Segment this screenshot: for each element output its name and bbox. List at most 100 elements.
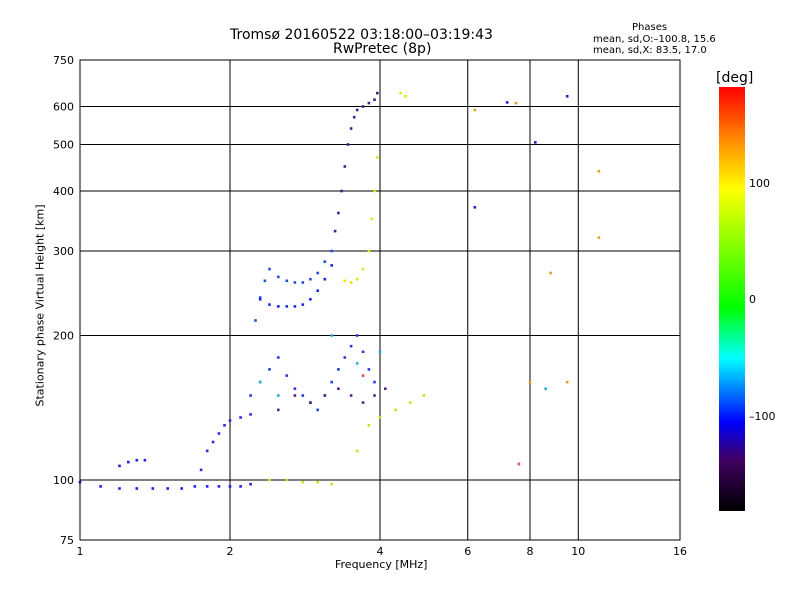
data-point: [249, 413, 252, 416]
data-point: [309, 401, 312, 404]
data-point: [118, 487, 121, 490]
data-point: [367, 249, 371, 253]
data-point: [277, 275, 280, 279]
data-point: [301, 281, 305, 284]
data-point: [118, 464, 121, 468]
data-point: [361, 105, 365, 108]
y-tick-label: 600: [53, 101, 74, 114]
data-point: [337, 387, 340, 390]
y-tick-label: 75: [60, 534, 74, 547]
data-point: [309, 298, 312, 301]
data-point: [330, 482, 333, 486]
plot-title: Tromsø 20160522 03:18:00–03:19:43: [230, 27, 493, 43]
data-point: [376, 91, 379, 95]
plot-grid: [79, 59, 681, 541]
data-point: [473, 108, 477, 112]
data-point: [205, 485, 209, 488]
data-point: [370, 217, 373, 221]
x-tick-label: 2: [227, 545, 234, 558]
data-point: [330, 264, 333, 267]
data-point: [258, 298, 262, 301]
data-point: [373, 98, 376, 101]
data-point: [343, 279, 347, 283]
data-point: [293, 305, 297, 308]
data-point: [166, 487, 169, 490]
y-tick-label: 750: [53, 54, 74, 67]
data-point: [346, 143, 350, 146]
data-point: [361, 374, 365, 377]
data-point: [293, 394, 297, 397]
data-point: [217, 485, 221, 488]
phase-stats-o: mean, sd,O:–100.8, 15.6: [593, 34, 716, 45]
data-point: [349, 344, 353, 348]
data-point: [378, 416, 382, 419]
data-point: [205, 449, 209, 453]
data-point: [323, 277, 327, 281]
data-point: [223, 424, 226, 427]
data-point: [135, 487, 139, 490]
data-point: [143, 458, 147, 462]
data-point: [316, 480, 319, 484]
colorbar-unit: [deg]: [716, 70, 754, 86]
phase-colorbar: [719, 87, 745, 511]
phase-stats-heading: Phases: [632, 22, 668, 33]
y-axis-label: Stationary phase Virtual Height [km]: [33, 204, 47, 407]
data-point: [597, 169, 601, 173]
data-point: [394, 408, 397, 412]
data-point: [343, 165, 347, 168]
data-point: [349, 127, 353, 130]
data-point: [293, 281, 297, 284]
data-point: [352, 115, 356, 119]
data-point: [285, 374, 289, 377]
data-point: [378, 350, 382, 354]
data-point: [367, 101, 371, 105]
data-point: [254, 319, 257, 322]
data-point: [361, 401, 365, 404]
x-tick-label: 6: [464, 545, 471, 558]
data-point: [422, 394, 426, 397]
x-tick-label: 8: [527, 545, 534, 558]
x-tick-label: 10: [571, 545, 585, 558]
colorbar-tick: –100: [749, 410, 776, 423]
data-point: [333, 229, 337, 233]
data-point: [316, 408, 319, 412]
data-point: [258, 380, 262, 384]
data-point: [323, 394, 327, 397]
data-point: [268, 303, 271, 306]
data-point: [277, 356, 280, 359]
x-axis-label: Frequency [MHz]: [335, 558, 428, 571]
data-point: [211, 440, 215, 444]
data-point: [355, 334, 359, 337]
y-tick-label: 100: [53, 474, 74, 487]
data-point: [565, 380, 569, 384]
x-tick-label: 16: [673, 545, 687, 558]
data-point: [514, 101, 518, 105]
data-point: [408, 401, 412, 404]
data-point: [355, 449, 359, 453]
data-point: [505, 101, 509, 104]
data-point: [268, 478, 271, 482]
data-point: [285, 478, 289, 482]
data-point: [277, 408, 280, 412]
axis-ticks: 1 2 4 6 8 10 16 75 100 200 300 400 500 600 750: [53, 54, 687, 558]
y-tick-label: 500: [53, 139, 74, 152]
data-point: [528, 380, 532, 384]
data-point: [285, 305, 289, 308]
colorbar-tick: 0: [749, 293, 756, 306]
data-point: [330, 249, 333, 253]
data-point: [258, 296, 262, 299]
data-point: [193, 485, 197, 488]
x-tick-label: 1: [77, 545, 84, 558]
data-point: [268, 267, 271, 271]
data-point: [361, 267, 365, 271]
data-point: [544, 387, 547, 390]
data-point: [384, 387, 387, 390]
data-point: [293, 387, 297, 390]
data-point: [337, 368, 340, 371]
data-point: [517, 462, 521, 466]
x-tick-label: 4: [377, 545, 384, 558]
data-point: [340, 189, 343, 193]
data-point: [316, 271, 319, 275]
data-point: [549, 271, 552, 275]
